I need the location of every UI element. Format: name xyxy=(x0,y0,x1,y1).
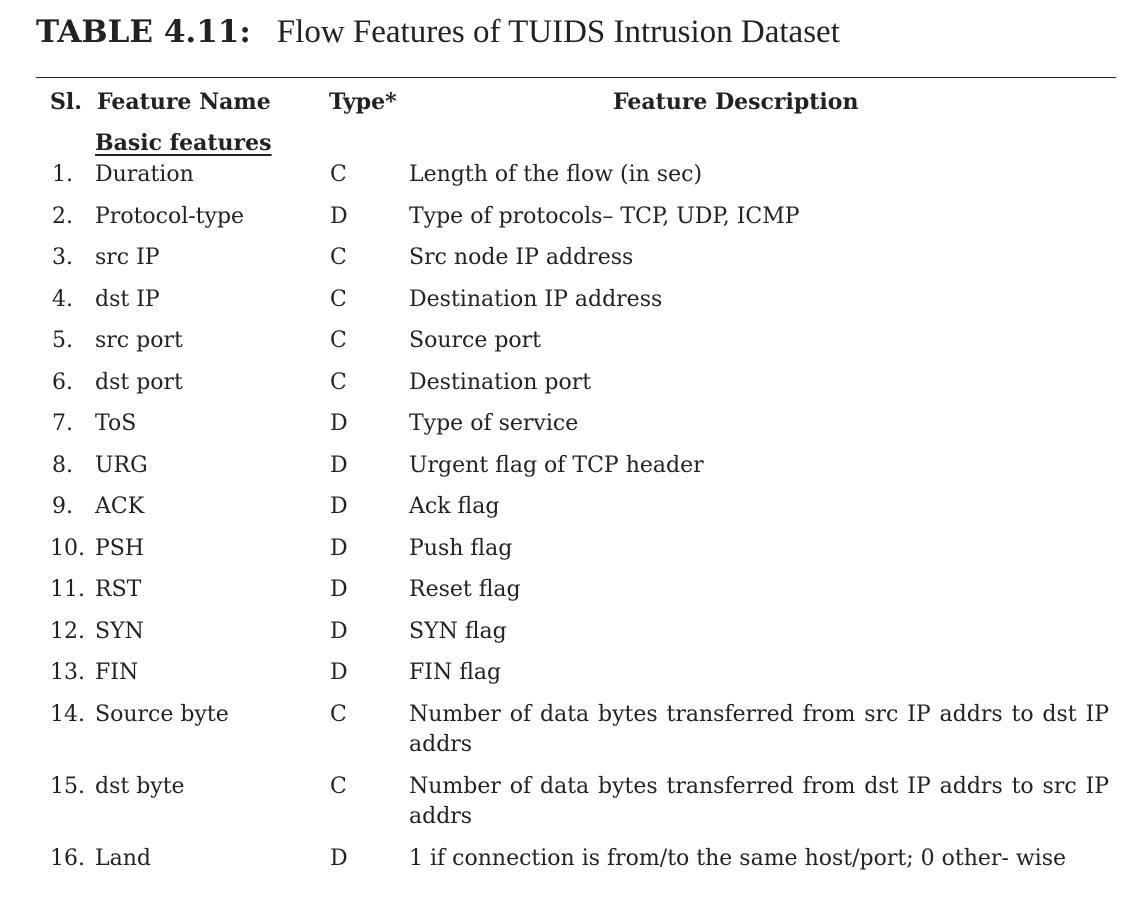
feature-description: Destination IP address xyxy=(409,287,663,312)
feature-name: ToS xyxy=(95,411,137,436)
table-caption: TABLE 4.11: Flow Features of TUIDS Intrus… xyxy=(36,12,840,52)
feature-name: ACK xyxy=(95,494,145,519)
feature-type: C xyxy=(330,245,347,270)
feature-name: PSH xyxy=(95,536,145,561)
feature-description: Number of data bytes transferred from ds… xyxy=(409,774,1109,829)
feature-description: Urgent flag of TCP header xyxy=(409,453,704,478)
feature-description: SYN flag xyxy=(409,619,507,644)
feature-name: src port xyxy=(95,328,183,353)
feature-name: RST xyxy=(95,577,142,602)
feature-name: Duration xyxy=(95,162,194,187)
feature-type: D xyxy=(330,577,348,602)
row-number: 16. xyxy=(50,846,85,871)
feature-name: dst IP xyxy=(95,287,160,312)
top-rule xyxy=(36,77,1116,78)
feature-type: C xyxy=(330,370,347,395)
row-number: 12. xyxy=(50,619,85,644)
feature-description: Type of protocols– TCP, UDP, ICMP xyxy=(409,204,800,229)
row-number: 11. xyxy=(50,577,85,602)
feature-description: 1 if connection is from/to the same host… xyxy=(409,846,1067,871)
row-number: 4. xyxy=(52,287,73,312)
header-sl: Sl. xyxy=(50,89,82,115)
feature-name: SYN xyxy=(95,619,144,644)
feature-description: Type of service xyxy=(409,411,579,436)
row-number: 5. xyxy=(52,328,73,353)
row-number: 15. xyxy=(50,774,85,799)
feature-type: D xyxy=(330,204,348,229)
feature-type: C xyxy=(330,287,347,312)
feature-type: D xyxy=(330,660,348,685)
feature-name: URG xyxy=(95,453,148,478)
section-basic-features: Basic features xyxy=(95,130,272,156)
row-number: 7. xyxy=(52,411,73,436)
row-number: 9. xyxy=(52,494,73,519)
feature-name: Land xyxy=(95,846,151,871)
feature-type: C xyxy=(330,774,347,799)
feature-type: C xyxy=(330,328,347,353)
feature-description: Src node IP address xyxy=(409,245,634,270)
feature-name: Source byte xyxy=(95,702,229,727)
feature-description: Source port xyxy=(409,328,542,353)
row-number: 14. xyxy=(50,702,85,727)
feature-type: D xyxy=(330,453,348,478)
feature-type: C xyxy=(330,162,347,187)
feature-name: Protocol-type xyxy=(95,204,245,229)
feature-type: D xyxy=(330,536,348,561)
feature-description: Number of data bytes transferred from sr… xyxy=(409,702,1109,757)
row-number: 13. xyxy=(50,660,85,685)
row-number: 8. xyxy=(52,453,73,478)
feature-type: D xyxy=(330,846,348,871)
feature-description: FIN flag xyxy=(409,660,502,685)
feature-type: D xyxy=(330,494,348,519)
feature-name: dst port xyxy=(95,370,183,395)
feature-type: D xyxy=(330,619,348,644)
feature-description: Length of the flow (in sec) xyxy=(409,162,703,187)
table-number: TABLE 4.11: xyxy=(36,14,251,50)
row-number: 10. xyxy=(50,536,85,561)
table-title: Flow Features of TUIDS Intrusion Dataset xyxy=(276,14,840,50)
header-feature-name: Feature Name xyxy=(97,89,271,115)
feature-type: D xyxy=(330,411,348,436)
feature-description: Destination port xyxy=(409,370,592,395)
row-number: 2. xyxy=(52,204,73,229)
row-number: 1. xyxy=(52,162,73,187)
header-type: Type* xyxy=(329,89,397,115)
feature-type: C xyxy=(330,702,347,727)
feature-description: Push flag xyxy=(409,536,513,561)
row-number: 6. xyxy=(52,370,73,395)
feature-name: FIN xyxy=(95,660,139,685)
feature-name: src IP xyxy=(95,245,160,270)
row-number: 3. xyxy=(52,245,73,270)
feature-description: Ack flag xyxy=(409,494,500,519)
feature-name: dst byte xyxy=(95,774,185,799)
feature-description: Reset flag xyxy=(409,577,521,602)
header-feature-description: Feature Description xyxy=(613,89,859,115)
